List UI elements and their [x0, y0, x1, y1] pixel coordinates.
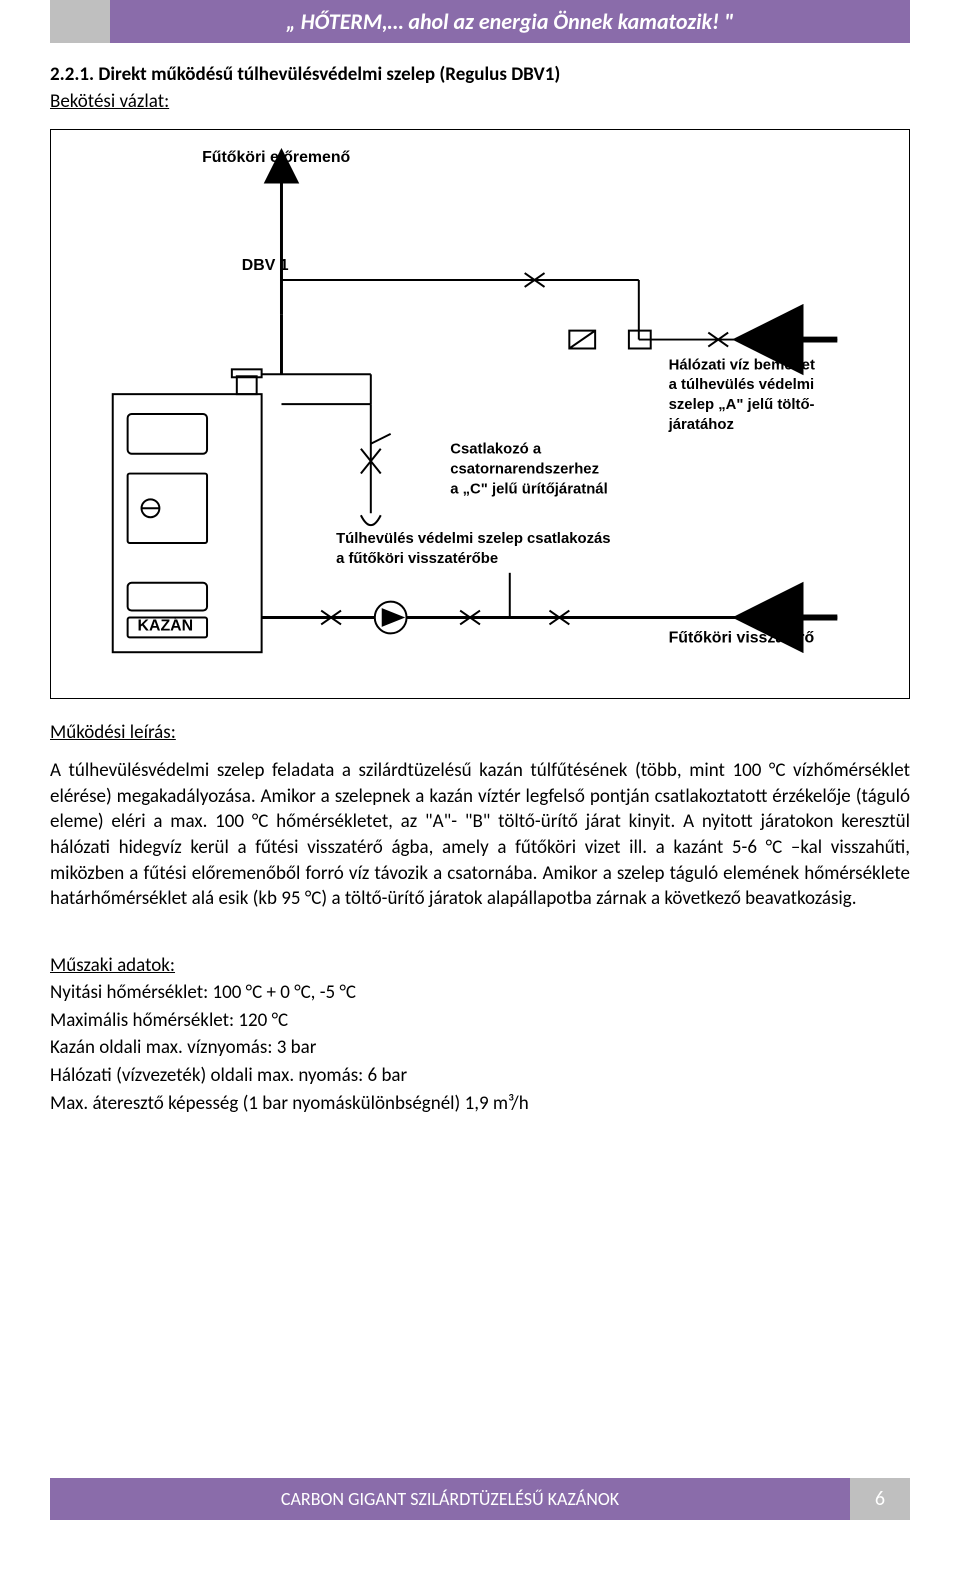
- drain-l2: csatornarendszerhez: [450, 462, 599, 478]
- footer-band: CARBON GIGANT SZILÁRDTÜZELÉSŰ KAZÁNOK 6: [50, 1478, 910, 1520]
- water-inlet-l4: járatához: [668, 417, 734, 433]
- water-inlet-l1: Hálózati víz bemenet: [669, 357, 815, 373]
- schematic-diagram: KAZÁN Fűtőköri előremenő DBV 1: [50, 129, 910, 699]
- safety-l2: a fűtőköri visszatérőbe: [336, 551, 498, 567]
- return-label: Fűtőköri visszatérő: [669, 629, 815, 646]
- spec-line: Nyitási hőmérséklet: 100 °C + 0 °C, -5 °…: [50, 979, 910, 1007]
- header-gray-block: [50, 0, 110, 43]
- specs-title: Műszaki adatok:: [50, 952, 910, 980]
- water-inlet-l3: szelep „A" jelű töltő-: [669, 397, 815, 413]
- drain-valve-icon: [361, 434, 391, 474]
- dbv1-label: DBV 1: [242, 257, 289, 274]
- section-number-title: 2.2.1. Direkt működésű túlhevülésvédelmi…: [50, 63, 910, 86]
- page-number: 6: [850, 1478, 910, 1520]
- flow-out-label: Fűtőköri előremenő: [202, 149, 350, 166]
- spec-line: Maximális hőmérséklet: 120 °C: [50, 1007, 910, 1035]
- boiler-label: KAZÁN: [138, 615, 194, 634]
- operation-text: A túlhevülésvédelmi szelep feladata a sz…: [50, 758, 910, 912]
- operation-heading: Működési leírás:: [50, 721, 910, 744]
- header-motto: „ HŐTERM,… ahol az energia Önnek kamatoz…: [110, 0, 910, 43]
- connection-diagram-label: Bekötési vázlat:: [50, 90, 910, 113]
- spec-line: Kazán oldali max. víznyomás: 3 bar: [50, 1034, 910, 1062]
- boiler-drawing: [113, 369, 262, 652]
- schematic-svg: KAZÁN Fűtőköri előremenő DBV 1: [59, 146, 901, 682]
- drain-l3: a „C" jelű ürítőjáratnál: [450, 481, 608, 497]
- pump-icon: [375, 602, 407, 634]
- footer-title: CARBON GIGANT SZILÁRDTÜZELÉSŰ KAZÁNOK: [50, 1478, 850, 1520]
- specs-block: Műszaki adatok: Nyitási hőmérséklet: 100…: [50, 952, 910, 1117]
- spec-line: Max. áteresztő képesség (1 bar nyomáskül…: [50, 1090, 910, 1118]
- spec-line: Hálózati (vízvezeték) oldali max. nyomás…: [50, 1062, 910, 1090]
- safety-l1: Túlhevülés védelmi szelep csatlakozás: [336, 531, 610, 547]
- water-inlet-l2: a túlhevülés védelmi: [669, 377, 815, 393]
- header-band: „ HŐTERM,… ahol az energia Önnek kamatoz…: [50, 0, 910, 43]
- check-valve-icon: [569, 331, 595, 349]
- drain-l1: Csatlakozó a: [450, 442, 542, 458]
